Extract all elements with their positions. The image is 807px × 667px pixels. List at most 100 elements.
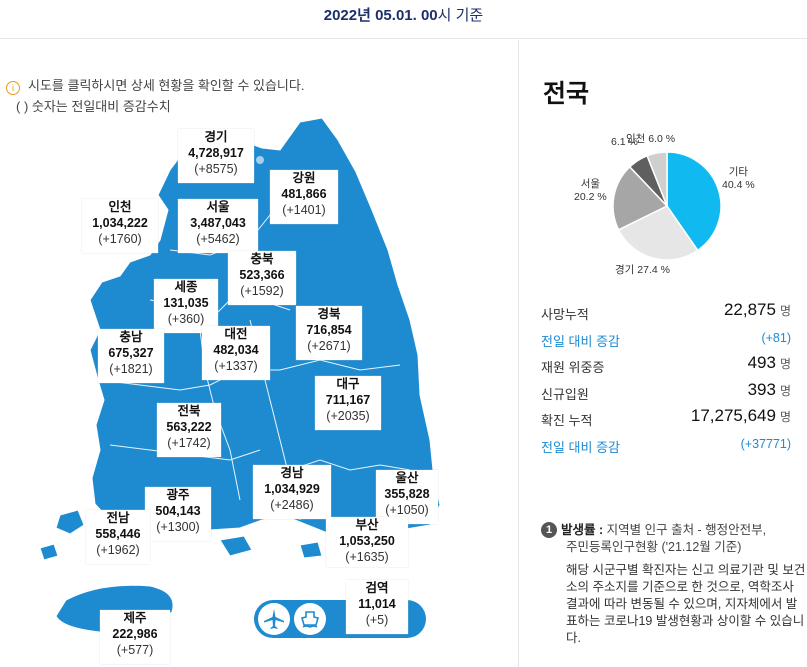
region-count: 355,828 <box>384 487 430 501</box>
stat-unit: 명 <box>779 357 791 371</box>
region-increase: (+1337) <box>214 359 258 373</box>
notice-line-1: 시도를 클릭하시면 상세 현황을 확인할 수 있습니다. <box>28 78 305 93</box>
seoul-marker <box>256 156 264 164</box>
region-increase: (+1300) <box>156 520 200 534</box>
national-title: 전국 <box>543 80 590 108</box>
pie-slice-incheon <box>646 151 668 207</box>
region-increase: (+1050) <box>385 503 429 517</box>
stat-value: 22,875 <box>723 300 776 319</box>
region-count: 11,014 <box>358 597 396 611</box>
region-count: 558,446 <box>95 527 141 541</box>
stat-confirmed-change: 전일 대비 증감 (+37771) <box>541 433 791 460</box>
stat-deaths-change: 전일 대비 증감 (+81) <box>541 327 791 354</box>
region-ulsan[interactable]: 울산 355,828 (+1050) <box>376 470 438 524</box>
region-seoul[interactable]: 서울 3,487,043 (+5462) <box>178 199 258 253</box>
region-jeju[interactable]: 제주 222,986 (+577) <box>100 610 170 664</box>
region-gyeonggi[interactable]: 경기 4,728,917 (+8575) <box>178 129 254 183</box>
stat-value: 493 <box>747 353 776 372</box>
region-chungnam[interactable]: 충남 675,327 (+1821) <box>98 329 164 383</box>
region-name: 충북 <box>250 252 274 266</box>
region-name: 경남 <box>280 466 304 480</box>
incidence-note: 1 발생률 : 지역별 인구 출처 - 행정안전부, 주민등록인구현황 ('21.… <box>541 522 806 647</box>
region-name: 경북 <box>317 307 341 321</box>
region-gwangju[interactable]: 광주 504,143 (+1300) <box>145 487 211 541</box>
region-daejeon[interactable]: 대전 482,034 (+1337) <box>202 326 270 380</box>
region-count: 563,222 <box>166 420 212 434</box>
region-name: 울산 <box>395 471 419 485</box>
region-increase: (+1401) <box>282 203 326 217</box>
reference-date: 2022년 05.01. 00시 기준 <box>0 4 807 25</box>
region-increase: (+1635) <box>345 550 389 564</box>
southwest-island <box>55 509 85 535</box>
region-gyeongnam[interactable]: 경남 1,034,929 (+2486) <box>253 465 331 519</box>
region-increase: (+1962) <box>96 543 140 557</box>
stat-critical: 재원 위중증 493 명 <box>541 353 791 380</box>
stat-value: 393 <box>747 379 776 399</box>
note-title: 발생률 : <box>561 523 604 537</box>
stat-new-admission: 신규입원 393 명 <box>541 380 791 407</box>
stat-label: 전일 대비 증감 <box>541 439 620 455</box>
stat-label: 신규입원 <box>541 386 589 402</box>
stat-label: 확진 누적 <box>541 413 593 428</box>
region-name: 전남 <box>106 511 130 525</box>
note-line-1: 지역별 인구 출처 - 행정안전부, <box>606 523 767 537</box>
region-quarantine[interactable]: 검역 11,014 (+5) <box>346 580 408 634</box>
panel-divider <box>518 40 519 667</box>
pie-label-seoul: 서울 20.2 % <box>574 178 607 203</box>
region-jeonnam[interactable]: 전남 558,446 (+1962) <box>86 510 150 564</box>
stat-deaths: 사망누적 22,875 명 <box>541 300 791 327</box>
region-gangwon[interactable]: 강원 481,866 (+1401) <box>270 170 338 224</box>
region-name: 부산 <box>355 518 379 532</box>
stat-confirmed: 확진 누적 17,275,649 명 <box>541 406 791 433</box>
region-increase: (+2671) <box>307 339 351 353</box>
pie-slice-seoul <box>612 165 669 231</box>
region-name: 대전 <box>224 327 248 341</box>
stat-label: 전일 대비 증감 <box>541 333 620 349</box>
notice-line-2: ( ) 숫자는 전일대비 증감수치 <box>16 99 171 114</box>
map-notice: i 시도를 클릭하시면 상세 현황을 확인할 수 있습니다. ( ) 숫자는 전일… <box>6 75 304 117</box>
southwest-island-2 <box>39 543 59 561</box>
region-increase: (+577) <box>116 643 154 657</box>
note-line-2: 주민등록인구현황 ('21.12월 기준) <box>566 540 742 554</box>
region-sejong[interactable]: 세종 131,035 (+360) <box>154 279 218 333</box>
region-count: 481,866 <box>281 187 327 201</box>
region-name: 검역 <box>365 581 389 595</box>
region-increase: (+1821) <box>109 362 153 376</box>
region-increase: (+2035) <box>326 409 370 423</box>
header: 2022년 05.01. 00시 기준 <box>0 0 807 39</box>
region-chungbuk[interactable]: 충북 523,366 (+1592) <box>228 251 296 305</box>
region-share-pie <box>612 151 722 261</box>
region-daegu[interactable]: 대구 711,167 (+2035) <box>315 376 381 430</box>
stat-value: (+37771) <box>740 436 791 451</box>
pie-label-incheon: 인천 6.0 % <box>626 133 676 145</box>
region-gyeongbuk[interactable]: 경북 716,854 (+2671) <box>296 306 362 360</box>
region-increase: (+8575) <box>194 162 238 176</box>
region-count: 482,034 <box>213 343 259 357</box>
region-name: 서울 <box>206 200 230 214</box>
south-island <box>219 535 253 557</box>
airplane-icon <box>258 603 290 635</box>
region-increase: (+5) <box>365 613 389 627</box>
pie-label-gyeonggi: 경기 27.4 % <box>615 264 670 276</box>
stat-unit: 명 <box>779 410 791 424</box>
region-count: 1,034,929 <box>264 482 320 496</box>
stat-value: 17,275,649 <box>690 406 776 425</box>
note-paragraph: 해당 시군구별 확진자는 신고 의료기관 및 보건소의 주소지를 기준으로 한 … <box>566 563 806 645</box>
region-busan[interactable]: 부산 1,053,250 (+1635) <box>326 517 408 567</box>
info-icon: i <box>6 81 20 95</box>
pie-label-small: 6.1 % <box>611 136 638 148</box>
pie-slice-other <box>666 151 722 252</box>
region-count: 716,854 <box>306 323 352 337</box>
region-name: 제주 <box>123 611 147 625</box>
region-incheon[interactable]: 인천 1,034,222 (+1760) <box>82 199 158 253</box>
geoje-island <box>299 541 323 559</box>
region-count: 1,034,222 <box>92 216 148 230</box>
region-jeonbuk[interactable]: 전북 563,222 (+1742) <box>157 403 221 457</box>
stat-value: (+81) <box>761 330 791 345</box>
stat-unit: 명 <box>779 383 791 398</box>
region-increase: (+360) <box>167 312 205 326</box>
region-count: 4,728,917 <box>188 146 244 160</box>
region-count: 711,167 <box>325 393 371 407</box>
reference-date-suffix: 시 기준 <box>437 7 484 24</box>
region-name: 세종 <box>174 280 198 294</box>
